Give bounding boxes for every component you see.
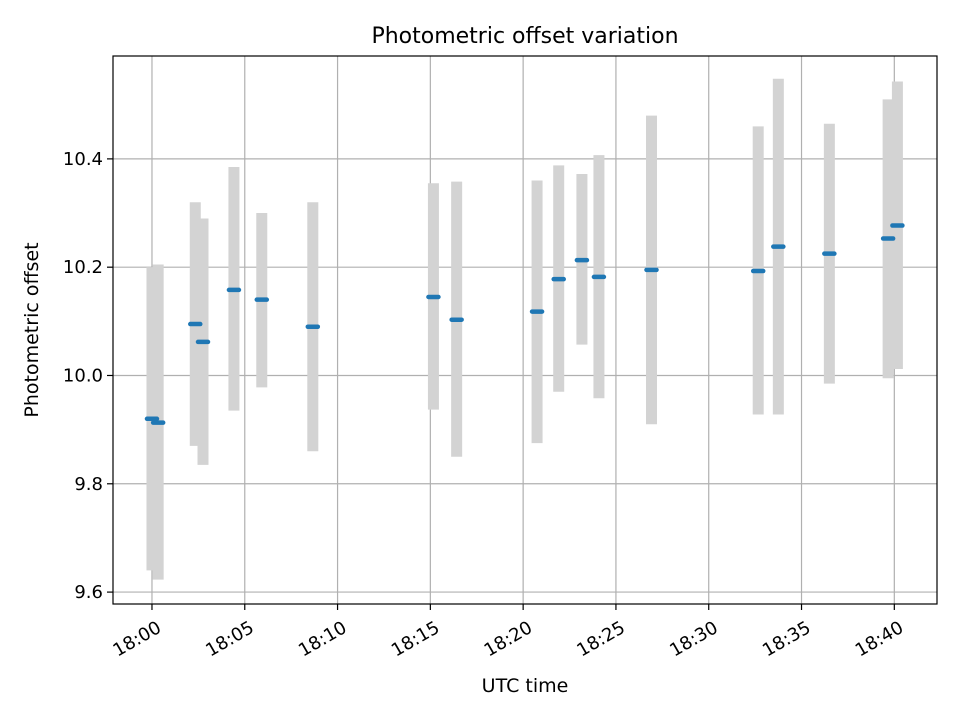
y-axis-label: Photometric offset: [21, 242, 43, 417]
axes-frame: [112, 55, 938, 605]
y-tick-label: 10.4: [63, 149, 103, 170]
y-axis-ticks: 9.6 9.8 10.0 10.2 10.4: [63, 149, 113, 603]
y-tick-label: 10.0: [63, 365, 103, 386]
y-tick-label: 10.2: [63, 257, 103, 278]
y-tick-label: 9.6: [74, 582, 103, 603]
data-points: [144, 223, 905, 425]
y-tick-label: 9.8: [74, 474, 103, 495]
chart-title: Photometric offset variation: [371, 24, 678, 49]
grid-lines: [113, 56, 937, 604]
x-axis-label: UTC time: [482, 675, 569, 697]
